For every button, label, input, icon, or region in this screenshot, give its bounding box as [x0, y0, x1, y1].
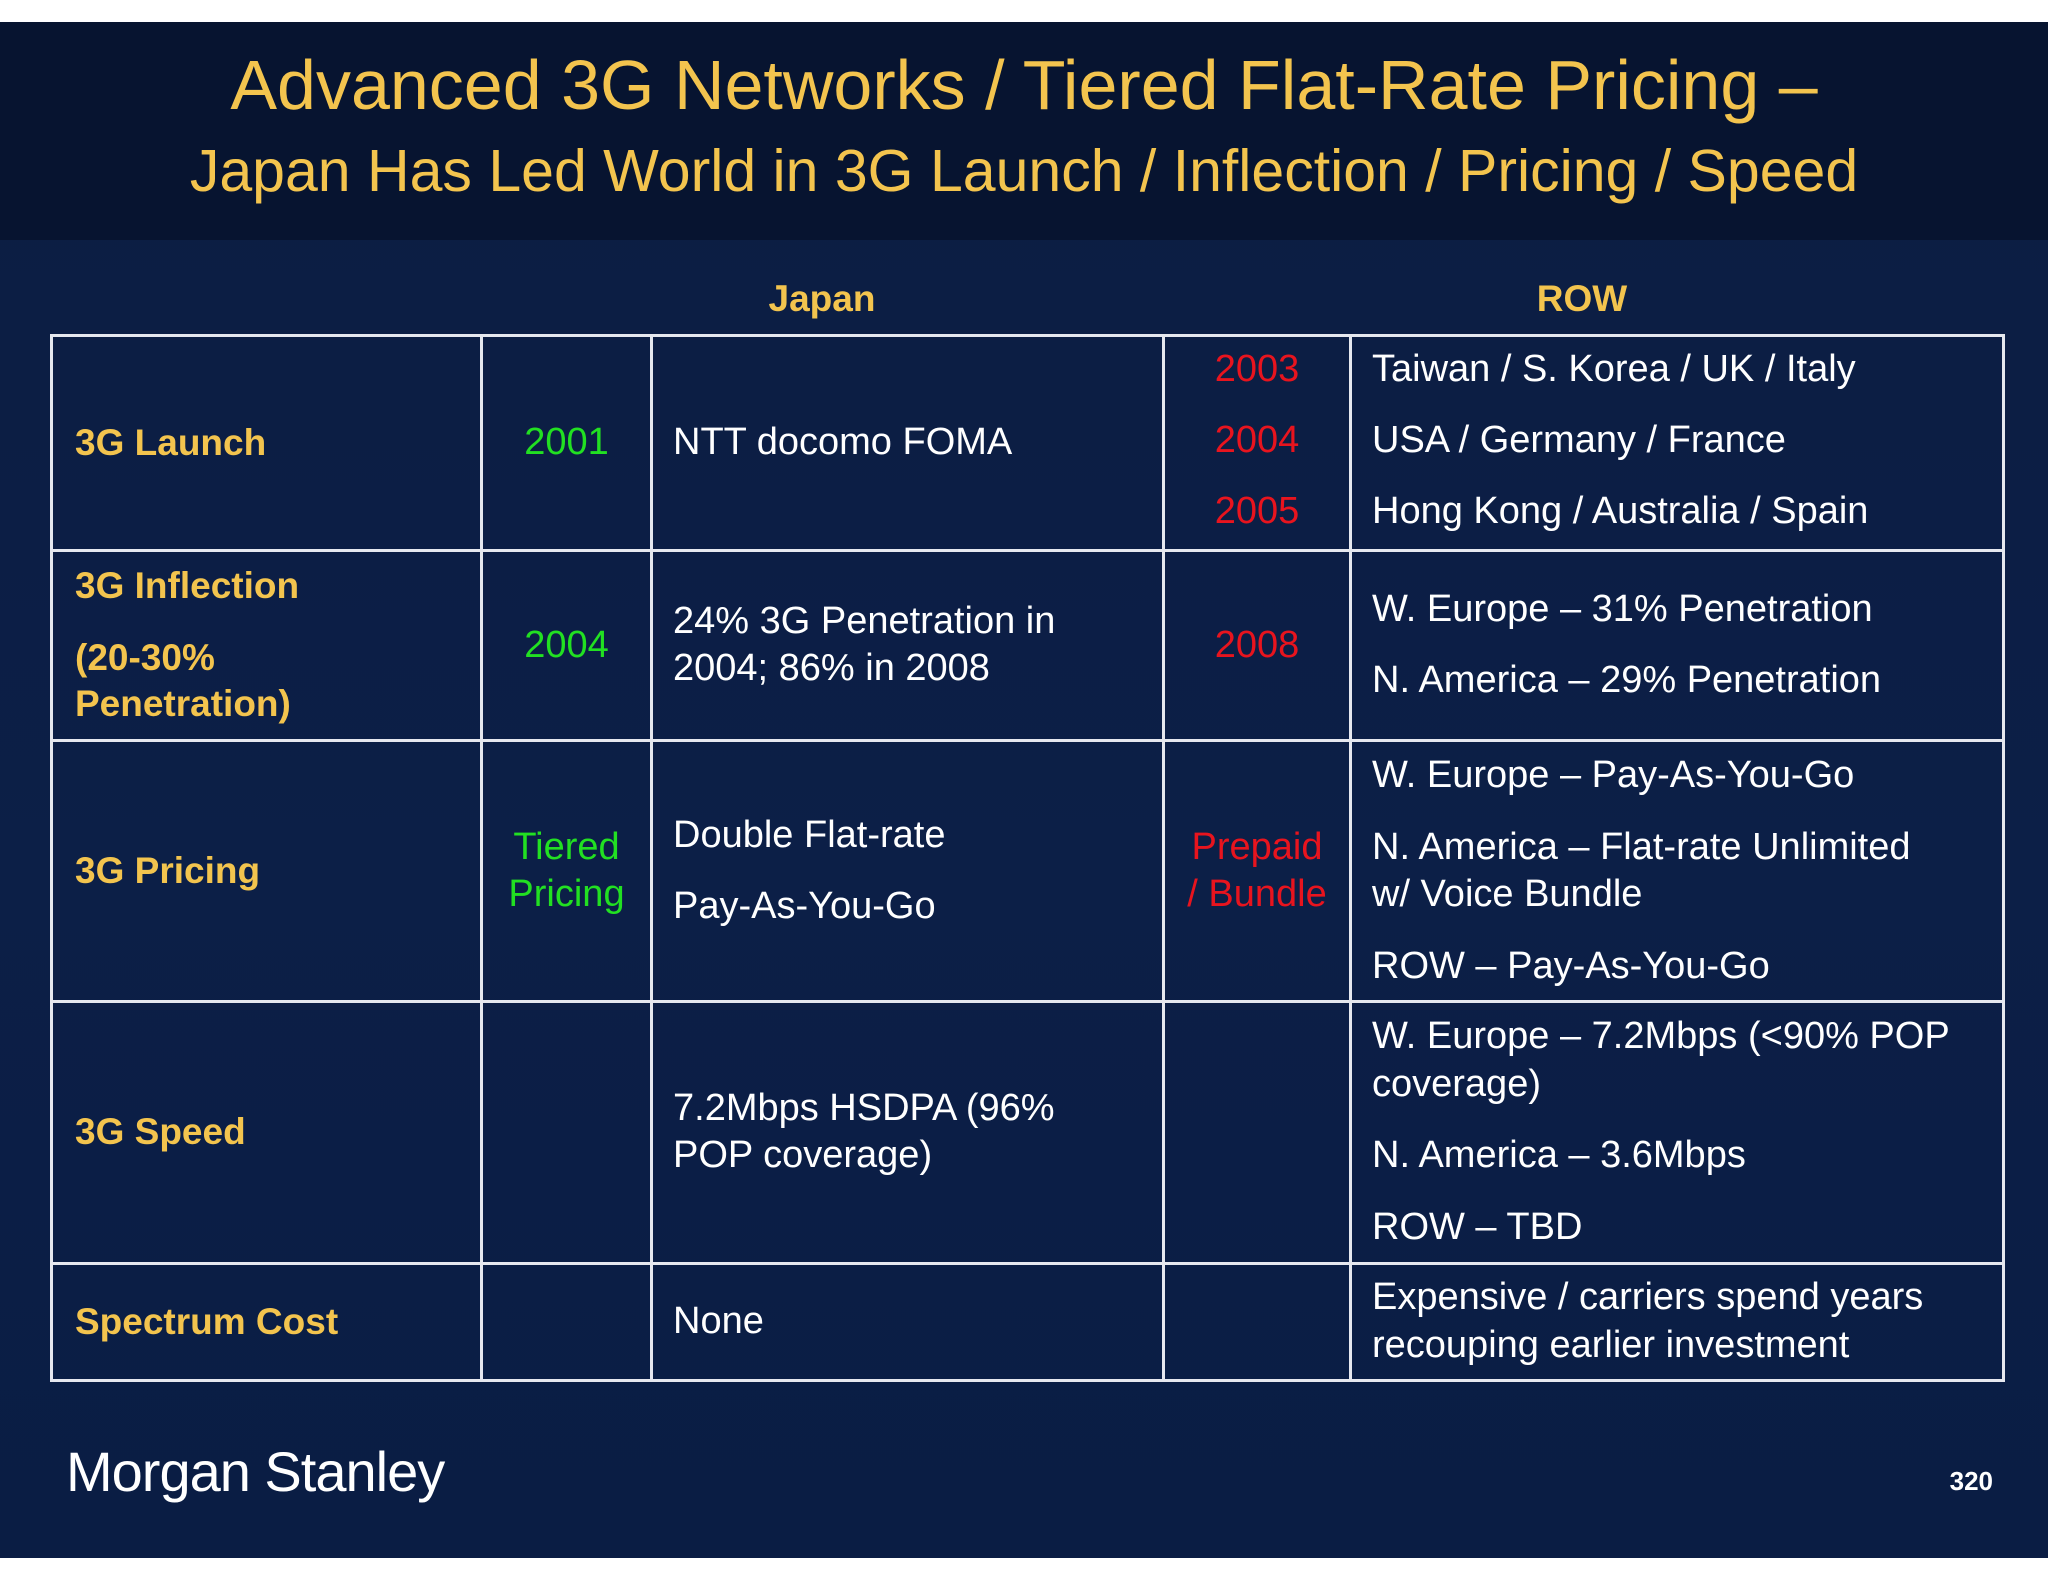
japan-detail: NTT docomo FOMA: [673, 421, 1013, 464]
row-detail-cell: W. Europe – 7.2Mbps (<90% POP coverage) …: [1349, 1000, 2005, 1265]
japan-detail-cell: 24% 3G Penetration in 2004; 86% in 2008: [650, 548, 1165, 743]
row-detail: N. America – 29% Penetration: [1372, 659, 1882, 702]
row-detail: w/ Voice Bundle: [1372, 873, 1643, 916]
row-year-cell: [1162, 1000, 1352, 1265]
row-label-line: 3G Speed: [75, 1111, 246, 1153]
title-line-2: Japan Has Led World in 3G Launch / Infle…: [189, 138, 1859, 204]
row-label: 3G Launch: [50, 334, 483, 552]
japan-year: Pricing: [508, 873, 625, 916]
row-detail: Hong Kong / Australia / Spain: [1372, 489, 1869, 532]
row-detail: W. Europe – 7.2Mbps (<90% POP: [1372, 1015, 1950, 1058]
japan-year-cell: [480, 1261, 653, 1383]
row-year: 2004: [1214, 419, 1300, 462]
row-label-line: (20-30%: [75, 637, 215, 679]
japan-detail: POP coverage): [673, 1134, 933, 1177]
row-label-line: 3G Launch: [75, 421, 267, 463]
row-detail: Expensive / carriers spend years: [1372, 1276, 1924, 1319]
japan-detail: Pay-As-You-Go: [673, 885, 936, 928]
row-year: / Bundle: [1187, 873, 1327, 916]
japan-year: Tiered: [513, 825, 620, 868]
japan-detail-cell: NTT docomo FOMA: [650, 334, 1165, 552]
table-row-3g-pricing: 3G Pricing Tiered Pricing Double Flat-ra…: [50, 739, 2005, 1004]
row-label: 3G Pricing: [50, 739, 483, 1004]
row-detail-cell: W. Europe – 31% Penetration N. America –…: [1349, 548, 2005, 743]
row-detail: recouping earlier investment: [1372, 1323, 1850, 1366]
morgan-stanley-logo: Morgan Stanley: [66, 1440, 445, 1503]
japan-year-cell: 2004: [480, 548, 653, 743]
row-label: 3G Speed: [50, 1000, 483, 1265]
row-detail: W. Europe – 31% Penetration: [1372, 587, 1873, 630]
header-japan: Japan: [768, 278, 876, 319]
row-year-cell: 2008: [1162, 548, 1352, 743]
japan-year-cell: 2001: [480, 334, 653, 552]
page-number: 320: [1949, 1466, 1993, 1496]
japan-detail-cell: None: [650, 1261, 1165, 1383]
japan-year-cell: Tiered Pricing: [480, 739, 653, 1004]
japan-detail: Double Flat-rate: [673, 813, 946, 856]
japan-year: 2004: [524, 623, 609, 666]
row-year-cell: Prepaid / Bundle: [1162, 739, 1352, 1004]
row-detail: N. America – 3.6Mbps: [1372, 1134, 1746, 1177]
row-year-cell: [1162, 1261, 1352, 1383]
japan-year-cell: [480, 1000, 653, 1265]
comparison-table: 3G Launch 2001 NTT docomo FOMA 2003 2004…: [50, 334, 2005, 1383]
japan-year: 2001: [524, 421, 609, 464]
row-label-line: Penetration): [75, 683, 291, 725]
row-detail-cell: W. Europe – Pay-As-You-Go N. America – F…: [1349, 739, 2005, 1004]
japan-detail: 24% 3G Penetration in: [673, 599, 1056, 642]
slide: Advanced 3G Networks / Tiered Flat-Rate …: [0, 22, 2048, 1558]
table-row-spectrum-cost: Spectrum Cost None Expensive / carriers …: [50, 1261, 2005, 1383]
japan-detail-cell: 7.2Mbps HSDPA (96% POP coverage): [650, 1000, 1165, 1265]
row-label: Spectrum Cost: [50, 1261, 483, 1383]
japan-detail-cell: Double Flat-rate Pay-As-You-Go: [650, 739, 1165, 1004]
row-year: 2005: [1214, 489, 1300, 532]
row-year-cell: 2003 2004 2005: [1162, 334, 1352, 552]
row-year: 2003: [1214, 348, 1300, 391]
japan-detail: 2004; 86% in 2008: [673, 647, 990, 690]
table-row-3g-inflection: 3G Inflection (20-30% Penetration) 2004 …: [50, 548, 2005, 743]
row-detail-cell: Expensive / carriers spend years recoupi…: [1349, 1261, 2005, 1383]
title-line-1: Advanced 3G Networks / Tiered Flat-Rate …: [230, 46, 1818, 124]
row-detail: N. America – Flat-rate Unlimited: [1372, 825, 1911, 868]
row-label-line: 3G Inflection: [75, 564, 300, 606]
row-detail: ROW – Pay-As-You-Go: [1372, 944, 1770, 987]
row-detail: ROW – TBD: [1372, 1205, 1583, 1248]
table-row-3g-speed: 3G Speed 7.2Mbps HSDPA (96% POP coverage…: [50, 1000, 2005, 1265]
row-year: 2008: [1214, 623, 1300, 666]
row-detail: USA / Germany / France: [1372, 419, 1786, 462]
row-detail-cell: Taiwan / S. Korea / UK / Italy USA / Ger…: [1349, 334, 2005, 552]
japan-detail: 7.2Mbps HSDPA (96%: [673, 1086, 1055, 1129]
row-detail: coverage): [1372, 1062, 1541, 1105]
row-year: Prepaid: [1191, 825, 1323, 868]
row-label-line: 3G Pricing: [75, 850, 261, 892]
table-row-3g-launch: 3G Launch 2001 NTT docomo FOMA 2003 2004…: [50, 334, 2005, 552]
header-row: ROW: [1536, 278, 1628, 319]
title-band: Advanced 3G Networks / Tiered Flat-Rate …: [0, 22, 2048, 240]
japan-detail: None: [673, 1300, 764, 1342]
row-detail: W. Europe – Pay-As-You-Go: [1372, 754, 1855, 797]
row-label-line: Spectrum Cost: [75, 1300, 339, 1342]
row-detail: Taiwan / S. Korea / UK / Italy: [1372, 348, 1856, 391]
row-label: 3G Inflection (20-30% Penetration): [50, 548, 483, 743]
